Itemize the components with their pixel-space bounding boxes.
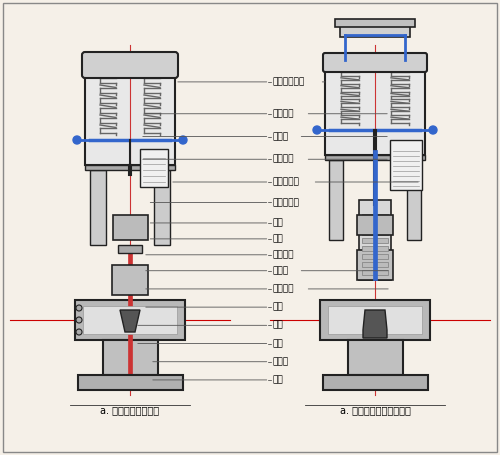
- Bar: [329, 160, 343, 240]
- Polygon shape: [120, 310, 140, 332]
- Bar: [362, 222, 388, 227]
- Text: 六角螺母: 六角螺母: [272, 109, 294, 118]
- Text: 上蓋: 上蓋: [272, 303, 283, 312]
- Text: a. 普通型氣動調節閥: a. 普通型氣動調節閥: [100, 405, 160, 415]
- Bar: [85, 165, 175, 170]
- Bar: [362, 246, 388, 251]
- Text: 波紋管上蓋: 波紋管上蓋: [272, 198, 299, 207]
- Bar: [362, 214, 388, 219]
- Bar: [373, 150, 377, 280]
- Bar: [83, 306, 177, 334]
- Text: 四氟套管: 四氟套管: [272, 284, 294, 293]
- Bar: [102, 340, 158, 375]
- Bar: [140, 149, 168, 187]
- Bar: [322, 375, 428, 390]
- Bar: [359, 200, 391, 280]
- FancyBboxPatch shape: [82, 52, 178, 78]
- Text: a. 波紋管密封氣動調節閥: a. 波紋管密封氣動調節閥: [340, 405, 410, 415]
- Text: 村里層: 村里層: [272, 357, 288, 366]
- Polygon shape: [363, 310, 387, 338]
- Bar: [340, 25, 410, 37]
- Ellipse shape: [76, 305, 82, 311]
- Bar: [112, 265, 148, 295]
- Bar: [118, 245, 142, 253]
- Ellipse shape: [179, 136, 187, 144]
- Bar: [335, 19, 415, 27]
- Bar: [75, 300, 185, 340]
- Text: 氣動執行機構: 氣動執行機構: [272, 77, 305, 86]
- Bar: [78, 375, 182, 390]
- Bar: [320, 300, 430, 340]
- Bar: [357, 250, 393, 280]
- Text: 螺絲螺母: 螺絲螺母: [272, 250, 294, 259]
- Ellipse shape: [76, 329, 82, 335]
- Text: 閥座: 閥座: [272, 339, 283, 348]
- Text: 執行器支架: 執行器支架: [272, 177, 299, 187]
- Bar: [362, 254, 388, 259]
- Bar: [85, 70, 175, 165]
- Bar: [362, 270, 388, 275]
- Bar: [407, 160, 421, 240]
- Text: 閥芯: 閥芯: [272, 321, 283, 330]
- Text: 指針盤: 指針盤: [272, 132, 288, 141]
- Text: 閥件: 閥件: [272, 375, 283, 384]
- Bar: [390, 140, 422, 190]
- Ellipse shape: [313, 126, 321, 134]
- Bar: [325, 65, 425, 155]
- Ellipse shape: [429, 126, 437, 134]
- FancyBboxPatch shape: [323, 53, 427, 72]
- Bar: [90, 170, 106, 245]
- Bar: [362, 230, 388, 235]
- Ellipse shape: [76, 317, 82, 323]
- Bar: [362, 238, 388, 243]
- Text: 波紋管: 波紋管: [272, 266, 288, 275]
- Bar: [362, 262, 388, 267]
- Bar: [128, 245, 132, 375]
- Text: 填料: 填料: [272, 234, 283, 243]
- Bar: [325, 155, 425, 160]
- Bar: [348, 340, 403, 375]
- Ellipse shape: [73, 136, 81, 144]
- Bar: [112, 215, 148, 240]
- Text: 行程標尺: 行程標尺: [272, 155, 294, 164]
- Bar: [154, 170, 170, 245]
- Bar: [328, 306, 422, 334]
- Text: 壓蓋: 壓蓋: [272, 218, 283, 228]
- Bar: [357, 215, 393, 235]
